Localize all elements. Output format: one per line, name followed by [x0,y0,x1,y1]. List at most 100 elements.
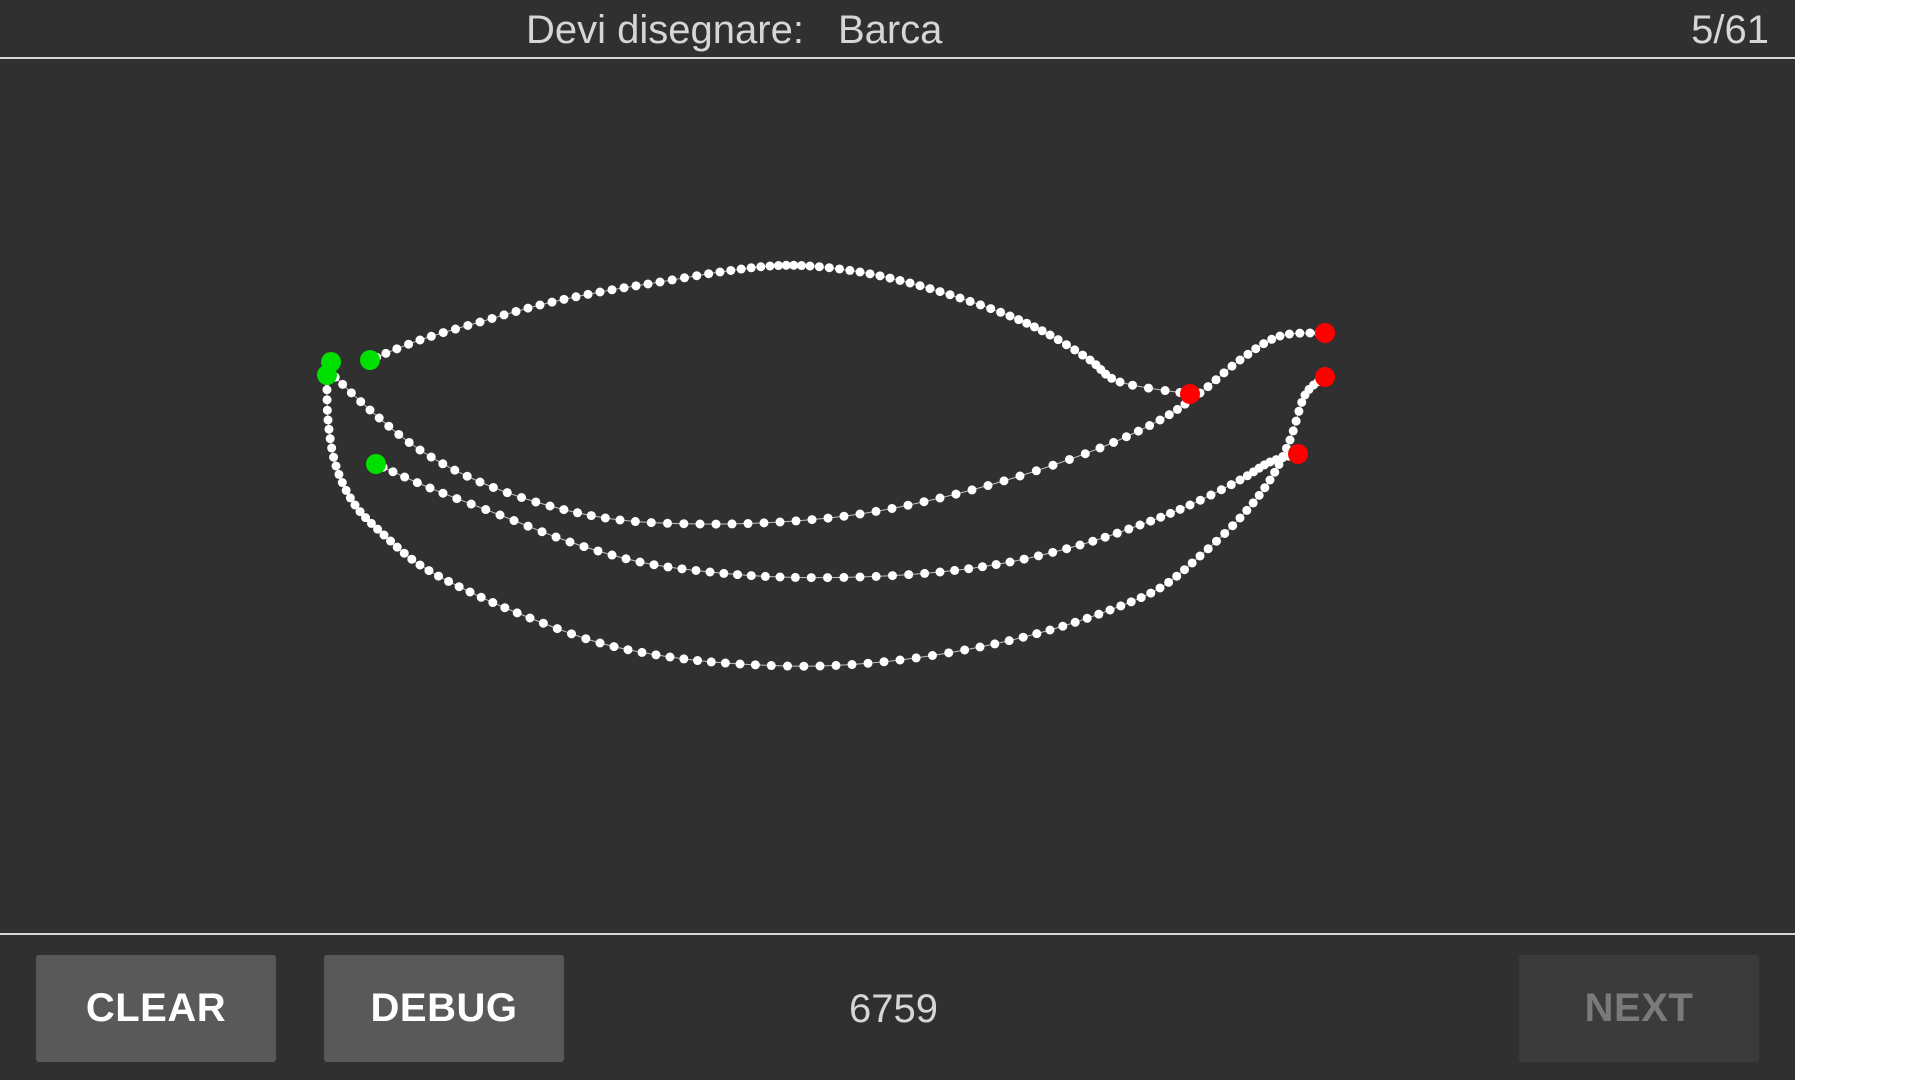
stroke-point [824,263,834,273]
next-button[interactable]: NEXT [1519,955,1759,1062]
stroke-point [1195,551,1205,561]
stroke-point [1284,329,1294,339]
stroke-point [331,461,341,471]
stroke-point [571,292,581,302]
stroke-point [919,497,929,507]
stroke-point [512,608,522,618]
stroke-point [799,661,809,671]
stroke-point [452,494,462,504]
stroke-point [655,277,665,287]
stroke-point [366,518,376,528]
stroke-point [559,294,569,304]
stroke-point [773,261,783,271]
stroke-point [1082,613,1092,623]
stroke-point [1259,339,1269,349]
stroke-point [879,657,889,667]
stroke-point [424,566,434,576]
clear-button[interactable]: CLEAR [36,955,276,1062]
header-bar: Devi disegnare: Barca 5/61 [0,0,1795,59]
stroke-point [1235,355,1245,365]
drawing-canvas[interactable] [0,59,1795,933]
stroke-point [1037,326,1047,336]
stroke-start-point [360,350,380,370]
stroke-point [476,592,486,602]
stroke-point [736,264,746,274]
stroke-point [1004,636,1014,646]
stroke-point [1165,508,1175,518]
stroke-point [346,388,356,398]
stroke-point [975,642,985,652]
stroke-point [434,571,444,581]
stroke-point [839,511,849,521]
stroke-point [1124,524,1134,534]
stroke-point [1216,485,1226,495]
stroke-point [990,639,1000,649]
stroke-point [1228,521,1238,531]
stroke-point [345,493,355,503]
stroke-point [337,478,347,488]
stroke-point [746,263,756,273]
stroke-point [1112,528,1122,538]
stroke-point [711,519,721,529]
stroke-point [1109,437,1119,447]
stroke-point [444,576,454,586]
stroke-point [927,650,937,660]
stroke-point [835,264,845,274]
stroke-point [356,397,366,407]
stroke-point [426,331,436,341]
stroke-point [845,265,855,275]
stroke-point [1179,565,1189,575]
stroke-point [426,452,436,462]
stroke-point [454,582,464,592]
stroke-point [665,652,675,662]
stroke-point [1291,416,1301,426]
stroke-point [500,603,510,613]
stroke-point [797,261,807,271]
stroke-point [1164,577,1174,587]
stroke-point [950,565,960,575]
stroke-point [511,306,521,316]
stroke-point [607,550,617,560]
stroke-point [746,571,756,581]
prompt-label: Devi disegnare: [526,8,804,52]
stroke-point [839,572,849,582]
stroke-end-point [1288,444,1308,464]
stroke-point [904,570,914,580]
stroke-point [538,618,548,628]
stroke-point [1100,532,1110,542]
stroke-point [361,513,371,523]
stroke-point [965,296,975,306]
stroke-point [415,445,425,455]
stroke-point [1061,340,1071,350]
stroke-point [1115,377,1125,387]
debug-button[interactable]: DEBUG [324,955,564,1062]
stroke-point [814,262,824,272]
stroke-point [531,497,541,507]
stroke-point [1053,335,1063,345]
stroke-point [1172,571,1182,581]
stroke-point [475,477,485,487]
stroke-point [1032,629,1042,639]
stroke-point [649,560,659,570]
stroke-point [1048,547,1058,557]
stroke-point [1288,426,1298,436]
stroke-point [488,598,498,608]
stroke-point [1014,315,1024,325]
stroke-point [925,284,935,294]
stroke-point [350,500,360,510]
stroke-point [1155,415,1165,425]
stroke-point [466,499,476,509]
stroke-point [1155,583,1165,593]
stroke-point [595,287,605,297]
stroke-point [1294,406,1304,416]
stroke-point [1297,397,1307,407]
progress-counter: 5/61 [1691,8,1769,52]
stroke-point [567,629,577,639]
stroke-point [704,269,714,279]
stroke-point [1019,554,1029,564]
stroke-point [1235,513,1245,523]
stroke-point [887,503,897,513]
stroke-point [1143,383,1153,393]
stroke-point [781,260,791,270]
stroke-point [631,281,641,291]
